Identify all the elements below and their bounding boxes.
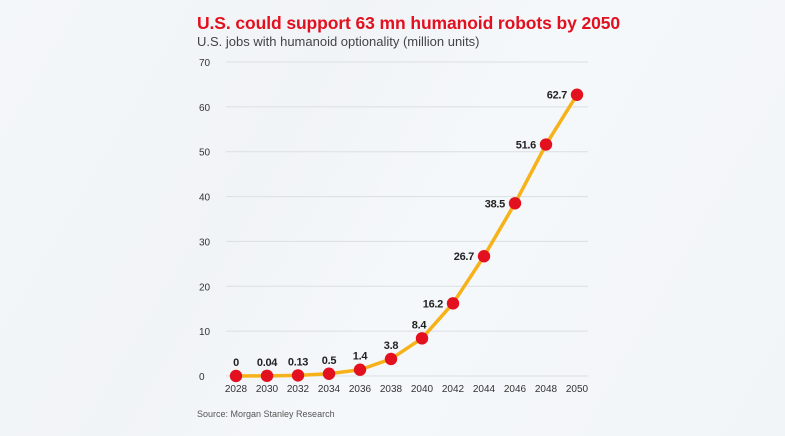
x-tick-label: 2032: [287, 384, 310, 395]
x-tick-label: 2034: [318, 384, 341, 395]
data-label: 0.5: [322, 355, 337, 367]
x-tick-label: 2038: [380, 384, 403, 395]
source-note: Source: Morgan Stanley Research: [197, 409, 335, 419]
data-markers: [229, 88, 584, 383]
data-point-marker: [291, 369, 305, 382]
data-label: 38.5: [485, 198, 505, 210]
data-label: 3.8: [384, 340, 399, 352]
data-point-marker: [539, 138, 553, 151]
data-label: 1.4: [353, 351, 369, 363]
gridlines: [226, 61, 588, 377]
x-tick-label: 2048: [535, 384, 558, 395]
data-point-marker: [229, 369, 243, 383]
x-tick-label: 2044: [473, 384, 496, 395]
data-point-marker: [384, 352, 398, 366]
data-point-marker: [570, 88, 584, 101]
y-tick-label: 10: [199, 327, 211, 338]
x-tick-label: 2040: [411, 384, 434, 395]
y-tick-label: 30: [199, 237, 211, 248]
y-axis-ticks: 0 10 20 30 40 50 60 70: [199, 58, 211, 383]
data-label: 0.04: [257, 357, 278, 369]
data-label: 51.6: [516, 140, 536, 152]
x-tick-label: 2042: [442, 384, 465, 395]
data-point-marker: [477, 250, 491, 263]
data-label: 26.7: [454, 251, 474, 263]
data-label: 62.7: [547, 90, 567, 102]
data-label: 0: [233, 357, 239, 369]
y-tick-label: 70: [199, 58, 211, 69]
chart-subtitle: U.S. jobs with humanoid optionality (mil…: [197, 34, 480, 49]
x-tick-label: 2030: [256, 384, 279, 395]
chart-title: U.S. could support 63 mn humanoid robots…: [197, 13, 621, 33]
y-tick-label: 50: [199, 148, 211, 159]
data-label: 16.2: [423, 298, 443, 310]
x-tick-label: 2046: [504, 384, 527, 395]
data-labels: 0 0.04 0.13 0.5 1.4 3.8 8.4 16.2 26.7 38.5 51.6 62.…: [233, 90, 567, 369]
data-point-marker: [446, 297, 460, 310]
x-tick-label: 2036: [349, 384, 372, 395]
data-point-marker: [415, 332, 429, 345]
y-tick-label: 0: [199, 372, 205, 383]
data-point-marker: [353, 363, 367, 376]
y-tick-label: 60: [199, 103, 211, 114]
x-axis-ticks: 2028 2030 2032 2034 2036 2038 2040 2042 2044 2046…: [225, 384, 589, 395]
series-line: [234, 92, 579, 378]
x-tick-label: 2028: [225, 384, 248, 395]
y-tick-label: 20: [199, 282, 211, 293]
x-tick-label: 2050: [566, 384, 589, 395]
series-polyline: [234, 92, 579, 378]
data-point-marker: [508, 197, 522, 210]
data-point-marker: [322, 367, 336, 380]
y-tick-label: 40: [199, 193, 211, 204]
data-label: 0.13: [288, 356, 308, 368]
data-label: 8.4: [412, 319, 428, 331]
data-point-marker: [260, 369, 274, 383]
